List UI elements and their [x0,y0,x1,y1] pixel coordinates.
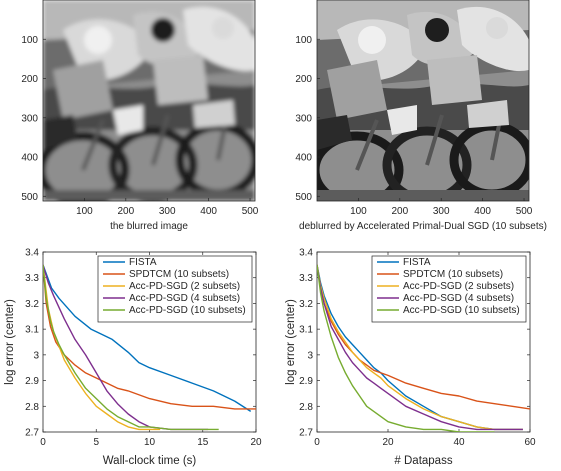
series-line-acc-pd-sgd-2-subsets [317,264,523,431]
y-tick-label: 2.8 [299,402,313,413]
series-line-spdtcm-10-subsets [43,264,256,410]
chart-datapass: 2.7 2.8 2.9 3 3.1 3.2 3.3 3.4 0 20 40 60 FISTASPDTC… [285,248,536,468]
image-frame [316,0,530,202]
y-tick-label: 500 [295,192,312,203]
y-tick-label: 400 [21,153,38,164]
y-tick-label: 3.3 [299,273,313,284]
legend-entry: SPDTCM (10 subsets) [129,269,229,280]
y-tick-label: 3 [307,350,313,361]
legend-entry: Acc-PD-SGD (10 subsets) [403,305,520,316]
y-tick-label: 2.8 [25,402,39,413]
x-tick-label: 10 [144,437,156,448]
y-tick-label: 3.1 [25,325,39,336]
y-tick-label: 3.4 [299,248,313,259]
y-tick-label: 2.9 [299,376,313,387]
x-tick-label: 15 [197,437,209,448]
y-axis-label: log error (center) [285,299,297,385]
x-tick-label: 60 [524,437,536,448]
x-tick-label: 500 [516,206,533,217]
series-line-acc-pd-sgd-10-subsets [43,264,219,431]
axis-ticks: 2.7 2.8 2.9 3 3.1 3.2 3.3 3.4 0 20 40 60 [299,248,536,449]
x-axis-label: Wall-clock time (s) [103,455,197,467]
y-tick-label: 2.7 [25,428,39,439]
x-tick-label: 300 [433,206,450,217]
x-tick-label: 5 [93,437,99,448]
y-tick-label: 3.3 [25,273,39,284]
x-tick-label: 200 [117,206,134,217]
x-tick-label: 100 [350,206,367,217]
series-line-fista [43,264,252,412]
blurred-image-axes: 100 200 300 400 500 100 200 300 400 500 [21,35,258,217]
series-line-spdtcm-10-subsets [317,264,530,410]
series-line-acc-pd-sgd-10-subsets [317,264,495,432]
y-tick-label: 3.1 [299,325,313,336]
x-tick-label: 40 [453,437,465,448]
y-tick-label: 3 [33,350,39,361]
y-tick-label: 2.9 [25,376,39,387]
y-tick-label: 3.2 [25,299,39,310]
legend-box [97,255,253,323]
legend-entry: Acc-PD-SGD (10 subsets) [129,305,246,316]
y-tick-label: 500 [21,192,38,203]
y-tick-label: 300 [295,113,312,124]
y-tick-label: 100 [21,35,38,46]
blurred-image-panel [41,0,256,204]
y-tick-label: 3.4 [25,248,39,259]
x-tick-label: 300 [159,206,176,217]
motocross-blurred-photo [41,0,256,204]
x-tick-label: 20 [382,437,394,448]
y-tick-label: 2.7 [299,428,313,439]
y-tick-label: 200 [295,74,312,85]
legend-entry: Acc-PD-SGD (4 subsets) [403,293,514,304]
x-tick-label: 400 [474,206,491,217]
deblurred-image-panel [315,0,530,204]
x-tick-label: 20 [250,437,262,448]
y-tick-label: 3.2 [299,299,313,310]
y-tick-label: 400 [295,153,312,164]
legend-entry: Acc-PD-SGD (2 subsets) [129,281,240,292]
x-tick-label: 200 [391,206,408,217]
y-axis-label: log error (center) [4,299,16,385]
x-axis-label: # Datapass [394,455,452,467]
legend-box [371,255,527,323]
x-tick-label: 100 [76,206,93,217]
blurred-image-caption: the blurred image [110,221,188,232]
legend-entry: Acc-PD-SGD (2 subsets) [403,281,514,292]
legend-entry: SPDTCM (10 subsets) [403,269,503,280]
x-tick-label: 0 [40,437,46,448]
legend-entry: FISTA [129,257,157,268]
x-tick-label: 0 [314,437,320,448]
y-tick-label: 100 [295,35,312,46]
series-lines [317,264,530,432]
y-tick-label: 300 [21,113,38,124]
legend-entry: FISTA [403,257,431,268]
x-tick-label: 500 [242,206,259,217]
y-tick-label: 200 [21,74,38,85]
deblurred-image-axes: 100 200 300 400 500 100 200 300 400 500 [295,35,532,217]
series-lines [43,264,256,431]
series-line-acc-pd-sgd-4-subsets [317,264,523,431]
deblurred-image-caption: deblurred by Accelerated Primal-Dual SGD… [299,221,547,232]
legend-entry: Acc-PD-SGD (4 subsets) [129,293,240,304]
motocross-deblurred-photo [315,0,530,204]
x-tick-label: 400 [200,206,217,217]
chart-wallclock: 2.7 2.8 2.9 3 3.1 3.2 3.3 3.4 0 5 10 15 20 FISTASPDT… [4,248,262,468]
image-frame [42,0,256,202]
axis-ticks: 2.7 2.8 2.9 3 3.1 3.2 3.3 3.4 0 5 10 15 20 [25,248,262,449]
